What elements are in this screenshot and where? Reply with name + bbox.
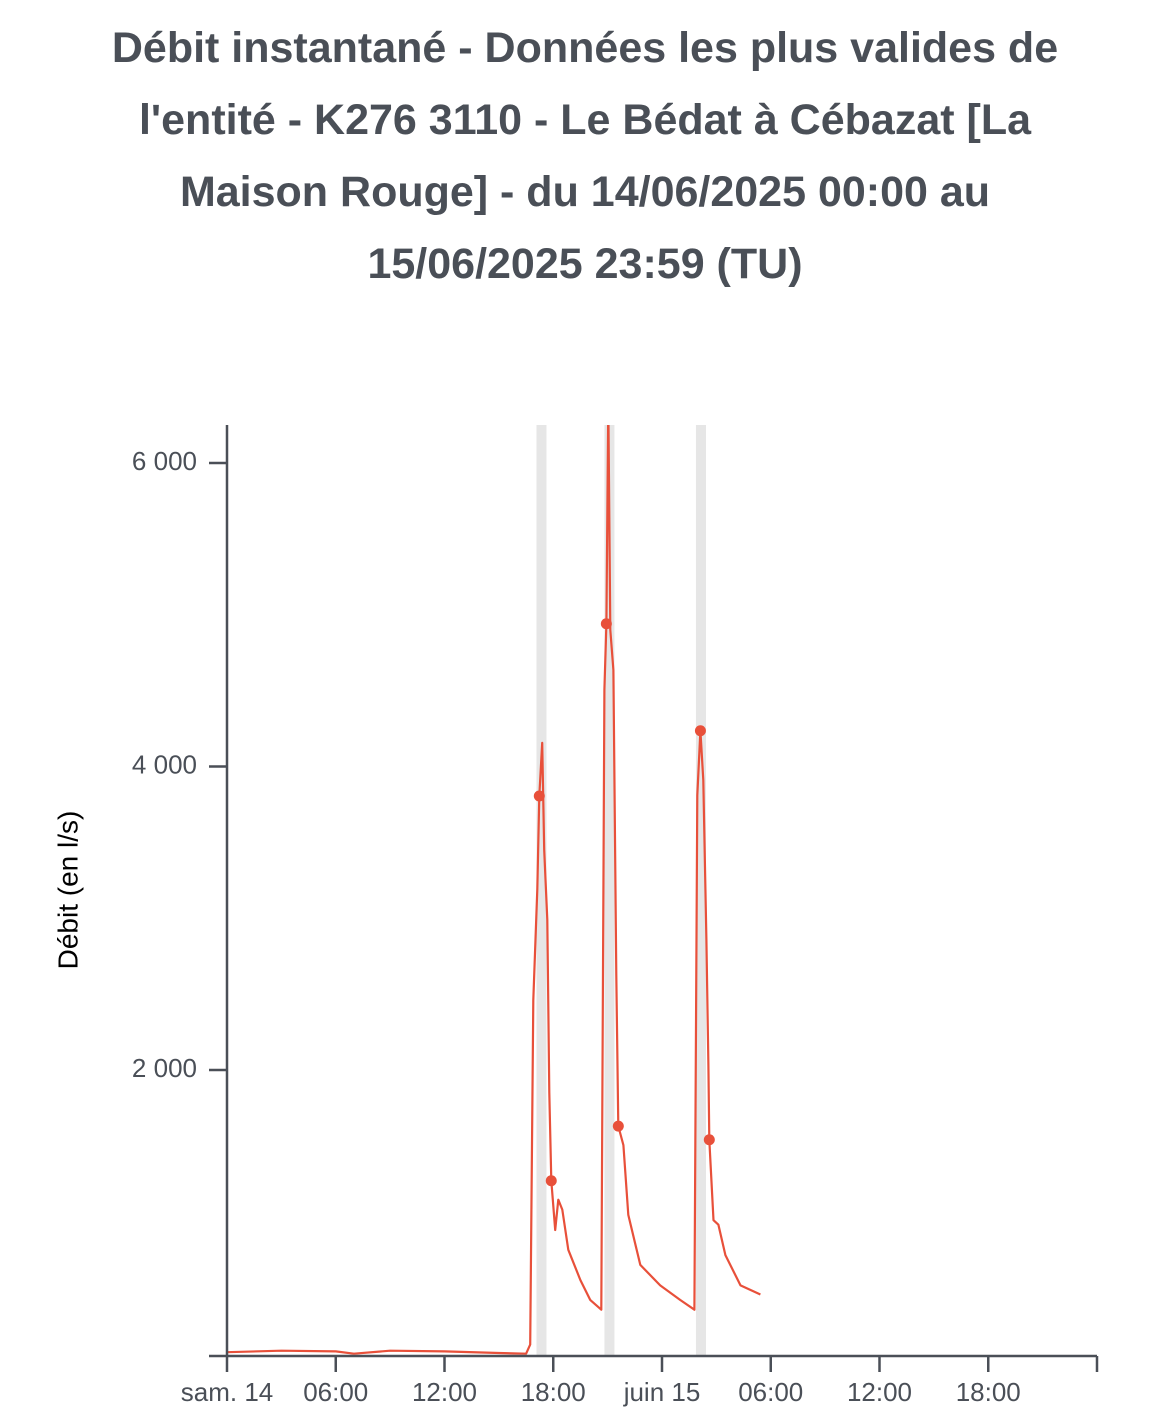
x-tick-label: 18:00: [956, 1377, 1021, 1407]
y-tick-label: 6 000: [132, 446, 197, 476]
data-point: [533, 790, 545, 802]
data-point: [694, 725, 706, 737]
highlight-band: [604, 425, 615, 1356]
data-point: [600, 618, 612, 630]
x-tick-label: 12:00: [412, 1377, 477, 1407]
plot-area: [227, 425, 761, 1356]
x-tick-label: 12:00: [847, 1377, 912, 1407]
y-tick-label: 2 000: [132, 1053, 197, 1083]
x-tick-label: 06:00: [738, 1377, 803, 1407]
x-tick-label: sam. 14: [181, 1377, 274, 1407]
highlight-band: [536, 425, 547, 1356]
data-point: [703, 1134, 715, 1146]
x-tick-label: juin 15: [623, 1377, 701, 1407]
y-axis-label: Débit (en l/s): [52, 811, 83, 970]
data-point: [545, 1175, 557, 1187]
data-line: [227, 425, 761, 1355]
highlight-band: [695, 425, 706, 1356]
x-tick-label: 06:00: [303, 1377, 368, 1407]
x-tick-label: 18:00: [521, 1377, 586, 1407]
chart-title: Débit instantané - Données les plus vali…: [111, 24, 1059, 288]
data-point: [612, 1120, 624, 1132]
y-tick-label: 4 000: [132, 749, 197, 779]
